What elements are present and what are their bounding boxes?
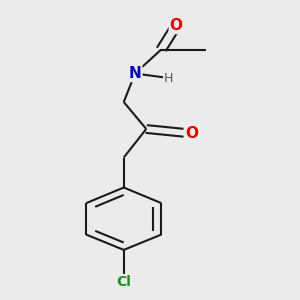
- Text: O: O: [170, 18, 183, 33]
- Text: O: O: [185, 126, 198, 141]
- Text: N: N: [129, 66, 141, 81]
- Text: H: H: [164, 71, 173, 85]
- Text: Cl: Cl: [116, 275, 131, 289]
